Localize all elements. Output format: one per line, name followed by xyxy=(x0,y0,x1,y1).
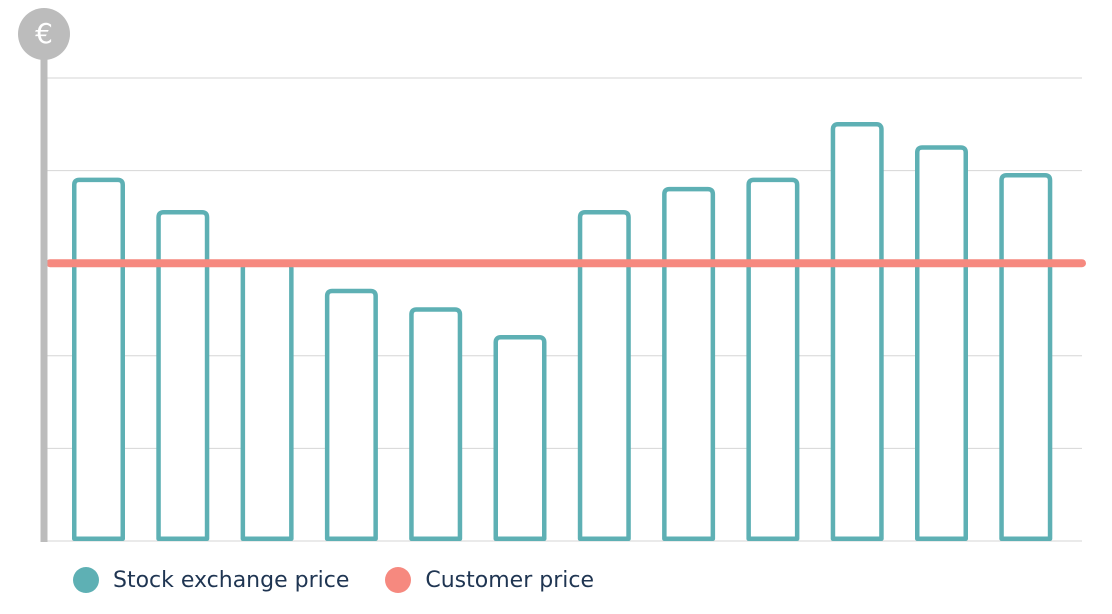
stock-price-bar xyxy=(493,335,547,541)
stock-price-bar xyxy=(830,122,884,541)
legend-label-customer: Customer price xyxy=(425,567,594,593)
legend-label-stock: Stock exchange price xyxy=(113,567,350,593)
stock-price-bar xyxy=(746,177,800,541)
stock-price-bar xyxy=(240,260,294,541)
stock-price-bar xyxy=(156,210,210,541)
legend-item-customer: Customer price xyxy=(385,567,594,593)
stock-price-bar xyxy=(409,307,463,541)
stock-price-bars xyxy=(72,122,1053,541)
price-chart: € xyxy=(18,8,1086,542)
stock-price-bar xyxy=(72,177,125,541)
euro-symbol: € xyxy=(35,17,53,50)
stock-price-bar xyxy=(999,172,1053,541)
stock-price-bar xyxy=(915,145,968,541)
stock-price-bar xyxy=(577,210,631,541)
legend-item-stock: Stock exchange price xyxy=(73,567,349,593)
chart-legend: Stock exchange price Customer price xyxy=(73,562,630,598)
stock-price-bar xyxy=(662,186,716,541)
legend-swatch-customer xyxy=(385,567,412,593)
stock-price-bar xyxy=(324,288,378,541)
euro-icon xyxy=(18,8,70,60)
legend-swatch-stock xyxy=(73,567,99,593)
